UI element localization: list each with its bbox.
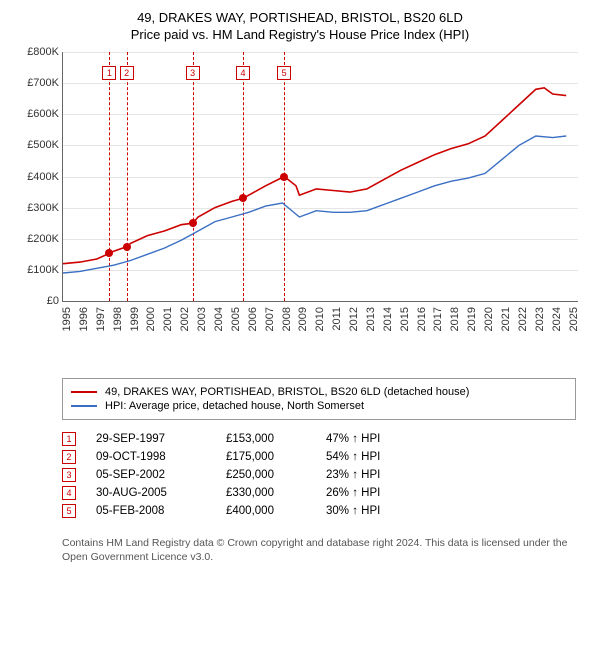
sale-date: 05-SEP-2002 bbox=[96, 469, 206, 481]
legend: 49, DRAKES WAY, PORTISHEAD, BRISTOL, BS2… bbox=[62, 378, 576, 420]
x-tick-label: 2008 bbox=[281, 307, 293, 331]
x-tick-label: 2019 bbox=[466, 307, 478, 331]
x-tick-label: 2009 bbox=[297, 307, 309, 331]
x-tick-label: 2018 bbox=[449, 307, 461, 331]
price-chart: £0 £100K £200K £300K £400K £500K £600K £700K £80… bbox=[14, 48, 586, 378]
attribution-text: Contains HM Land Registry data © Crown c… bbox=[62, 536, 576, 564]
x-tick-label: 2013 bbox=[365, 307, 377, 331]
x-tick-label: 2016 bbox=[416, 307, 428, 331]
chart-title-subtitle: Price paid vs. HM Land Registry's House … bbox=[14, 27, 586, 42]
sale-row: 1 29-SEP-1997 £153,000 47% ↑ HPI bbox=[62, 432, 576, 446]
sale-price: £400,000 bbox=[226, 505, 306, 517]
sales-table: 1 29-SEP-1997 £153,000 47% ↑ HPI 2 09-OCT-199… bbox=[62, 428, 576, 522]
x-tick-label: 2023 bbox=[534, 307, 546, 331]
x-tick-label: 2017 bbox=[432, 307, 444, 331]
y-tick-label: £200K bbox=[15, 233, 59, 245]
sale-row: 2 09-OCT-1998 £175,000 54% ↑ HPI bbox=[62, 450, 576, 464]
series-line bbox=[63, 136, 566, 273]
x-tick-label: 1999 bbox=[129, 307, 141, 331]
sale-row: 4 30-AUG-2005 £330,000 26% ↑ HPI bbox=[62, 486, 576, 500]
sale-price: £153,000 bbox=[226, 433, 306, 445]
legend-item: 49, DRAKES WAY, PORTISHEAD, BRISTOL, BS2… bbox=[71, 386, 567, 398]
sale-index: 4 bbox=[62, 486, 76, 500]
y-tick-label: £0 bbox=[15, 295, 59, 307]
y-tick-label: £400K bbox=[15, 171, 59, 183]
x-tick-label: 1998 bbox=[112, 307, 124, 331]
sale-delta: 30% ↑ HPI bbox=[326, 505, 380, 517]
chart-title-address: 49, DRAKES WAY, PORTISHEAD, BRISTOL, BS2… bbox=[14, 10, 586, 25]
x-tick-label: 1995 bbox=[61, 307, 73, 331]
y-tick-label: £100K bbox=[15, 264, 59, 276]
series-line bbox=[63, 88, 566, 264]
sale-date: 09-OCT-1998 bbox=[96, 451, 206, 463]
x-tick-label: 2000 bbox=[145, 307, 157, 331]
x-tick-label: 2007 bbox=[264, 307, 276, 331]
y-tick-label: £700K bbox=[15, 77, 59, 89]
sale-index: 1 bbox=[62, 432, 76, 446]
sale-row: 3 05-SEP-2002 £250,000 23% ↑ HPI bbox=[62, 468, 576, 482]
sale-date: 29-SEP-1997 bbox=[96, 433, 206, 445]
sale-index: 3 bbox=[62, 468, 76, 482]
sale-price: £175,000 bbox=[226, 451, 306, 463]
x-tick-label: 2003 bbox=[196, 307, 208, 331]
y-tick-label: £300K bbox=[15, 202, 59, 214]
legend-label: HPI: Average price, detached house, Nort… bbox=[105, 400, 364, 412]
sale-price: £250,000 bbox=[226, 469, 306, 481]
sale-row: 5 05-FEB-2008 £400,000 30% ↑ HPI bbox=[62, 504, 576, 518]
sale-delta: 23% ↑ HPI bbox=[326, 469, 380, 481]
x-tick-label: 1996 bbox=[78, 307, 90, 331]
sale-delta: 54% ↑ HPI bbox=[326, 451, 380, 463]
sale-delta: 47% ↑ HPI bbox=[326, 433, 380, 445]
x-tick-label: 2011 bbox=[331, 307, 343, 331]
sale-index: 5 bbox=[62, 504, 76, 518]
legend-swatch bbox=[71, 405, 97, 407]
x-tick-label: 2022 bbox=[517, 307, 529, 331]
x-tick-label: 2002 bbox=[179, 307, 191, 331]
legend-item: HPI: Average price, detached house, Nort… bbox=[71, 400, 567, 412]
x-tick-label: 2015 bbox=[399, 307, 411, 331]
sale-date: 30-AUG-2005 bbox=[96, 487, 206, 499]
x-tick-label: 2012 bbox=[348, 307, 360, 331]
y-tick-label: £800K bbox=[15, 46, 59, 58]
x-tick-label: 2001 bbox=[162, 307, 174, 331]
x-tick-label: 1997 bbox=[95, 307, 107, 331]
legend-swatch bbox=[71, 391, 97, 393]
x-tick-label: 2014 bbox=[382, 307, 394, 331]
y-tick-label: £500K bbox=[15, 139, 59, 151]
x-tick-label: 2020 bbox=[483, 307, 495, 331]
x-tick-label: 2004 bbox=[213, 307, 225, 331]
x-tick-label: 2005 bbox=[230, 307, 242, 331]
sale-date: 05-FEB-2008 bbox=[96, 505, 206, 517]
sale-price: £330,000 bbox=[226, 487, 306, 499]
x-tick-label: 2006 bbox=[247, 307, 259, 331]
x-tick-label: 2025 bbox=[568, 307, 580, 331]
x-tick-label: 2010 bbox=[314, 307, 326, 331]
sale-delta: 26% ↑ HPI bbox=[326, 487, 380, 499]
x-tick-label: 2021 bbox=[500, 307, 512, 331]
x-tick-label: 2024 bbox=[551, 307, 563, 331]
sale-index: 2 bbox=[62, 450, 76, 464]
legend-label: 49, DRAKES WAY, PORTISHEAD, BRISTOL, BS2… bbox=[105, 386, 469, 398]
y-tick-label: £600K bbox=[15, 108, 59, 120]
